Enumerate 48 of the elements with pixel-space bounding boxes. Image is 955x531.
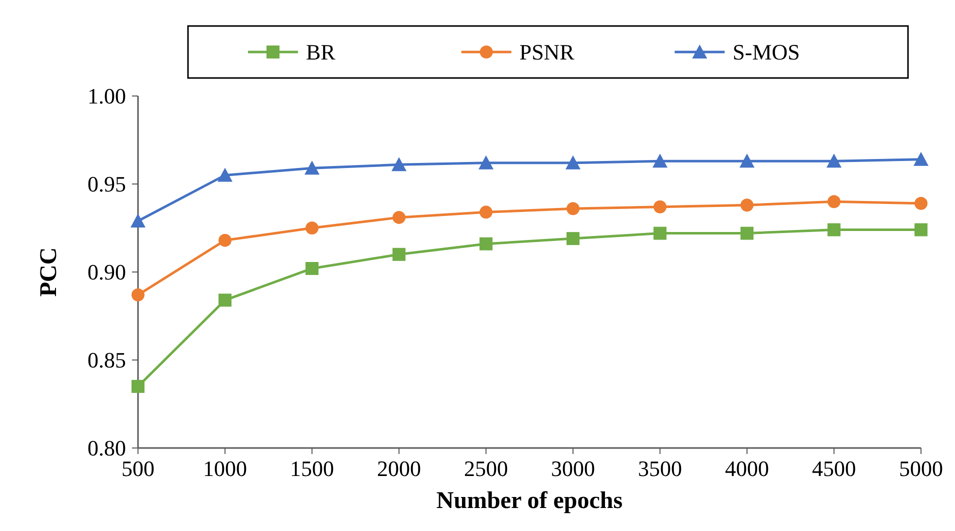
point (740, 154, 754, 168)
point (392, 157, 406, 172)
point (480, 237, 492, 250)
y-tick-label: 0.90 (88, 260, 126, 285)
point (654, 200, 666, 214)
y-tick-label: 0.95 (88, 172, 126, 197)
x-tick-label: 4500 (812, 456, 856, 481)
point (132, 380, 144, 393)
x-tick-label: 2500 (464, 456, 508, 481)
point (826, 154, 842, 168)
point (306, 222, 318, 234)
point (914, 223, 928, 236)
point (304, 160, 320, 175)
point (480, 206, 492, 219)
point (566, 232, 580, 246)
point (914, 196, 928, 210)
x-tick-label: 4000 (725, 456, 769, 481)
point (130, 213, 146, 228)
legend-label: BR (306, 40, 336, 65)
x-tick-label: 1500 (290, 456, 334, 481)
point (218, 168, 232, 182)
y-tick-label: 1.00 (88, 84, 126, 109)
x-tick-label: 3000 (551, 456, 595, 481)
point (392, 248, 406, 261)
point (828, 195, 840, 208)
point (740, 198, 754, 212)
point (306, 262, 318, 275)
point (654, 226, 666, 240)
y-axis-title: PCC (36, 247, 62, 297)
point (132, 288, 144, 302)
legend-label: S-MOS (732, 40, 800, 65)
point (566, 155, 580, 170)
point (652, 154, 668, 168)
point (392, 210, 406, 224)
point (914, 152, 928, 166)
x-tick-label: 2000 (377, 456, 421, 481)
point (478, 155, 494, 170)
x-tick-label: 1000 (203, 456, 247, 481)
x-axis-title: Number of epochs (436, 488, 623, 514)
point (218, 234, 232, 247)
legend-label: PSNR (519, 40, 575, 65)
x-tick-label: 3500 (638, 456, 682, 481)
point (218, 294, 232, 307)
point (740, 226, 754, 240)
point (828, 223, 840, 236)
y-tick-label: 0.85 (88, 348, 126, 373)
x-tick-label: 5000 (899, 456, 943, 481)
point (566, 202, 580, 216)
